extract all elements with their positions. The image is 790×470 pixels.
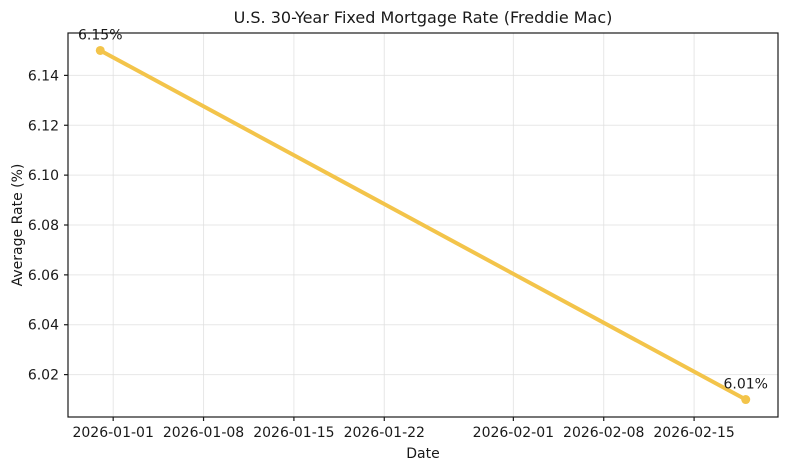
x-tick-label: 2026-01-22 (344, 425, 425, 441)
x-tick-label: 2026-01-15 (253, 425, 334, 441)
x-tick-label: 2026-02-08 (563, 425, 644, 441)
y-tick-label: 6.08 (28, 218, 59, 234)
y-tick-label: 6.10 (28, 168, 59, 184)
point-annotation: 6.01% (723, 377, 767, 393)
x-tick-label: 2026-02-15 (653, 425, 734, 441)
y-axis-title: Average Rate (%) (10, 164, 26, 287)
x-axis-title: Date (406, 446, 439, 462)
x-tick-label: 2026-02-01 (473, 425, 554, 441)
rate-trend-line (98, 48, 748, 402)
y-tick-label: 6.06 (28, 268, 59, 284)
y-tick-label: 6.04 (28, 318, 59, 334)
data-point-marker (741, 395, 751, 405)
chart-title: U.S. 30-Year Fixed Mortgage Rate (Freddi… (234, 8, 613, 27)
plot-area: 2026-01-01 2026-01-08 2026-01-15 2026-01-22… (28, 27, 779, 441)
point-annotation: 6.15% (78, 27, 122, 43)
data-point-marker (95, 45, 105, 55)
x-tick-label: 2026-01-08 (163, 425, 244, 441)
y-tick-label: 6.02 (28, 368, 59, 384)
y-tick-label: 6.14 (28, 68, 59, 84)
y-tick-label: 6.12 (28, 118, 59, 134)
x-tick-label: 2026-01-01 (72, 425, 153, 441)
